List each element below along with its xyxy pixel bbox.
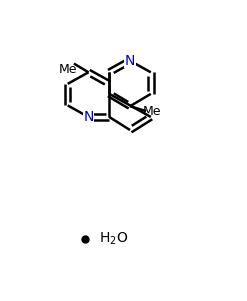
Text: Me: Me: [59, 63, 77, 76]
Text: H$_2$O: H$_2$O: [99, 231, 128, 247]
Text: N: N: [83, 110, 94, 124]
Text: Me: Me: [143, 105, 162, 118]
Text: N: N: [125, 54, 135, 68]
